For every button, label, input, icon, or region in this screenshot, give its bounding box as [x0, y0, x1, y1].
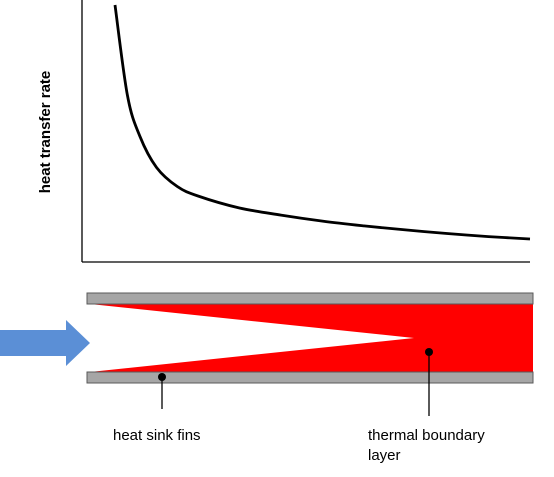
heat-transfer-curve [113, 4, 531, 241]
thermal-boundary-layer-region [90, 304, 533, 372]
right-arrow-icon [0, 320, 90, 366]
fins-label: heat sink fins [113, 427, 201, 444]
boundary-layer-label-line1: thermal boundary [368, 427, 485, 444]
boundary-layer-label-line2: layer [368, 447, 401, 464]
heat-sink-channel-diagram: heat sink fins thermal boundary layer [0, 292, 534, 464]
bottom-heat-sink-fin [86, 371, 534, 384]
top-heat-sink-fin [86, 292, 534, 305]
y-axis-label: heat transfer rate [37, 71, 54, 194]
heat-transfer-chart: heat transfer rate [37, 0, 531, 263]
